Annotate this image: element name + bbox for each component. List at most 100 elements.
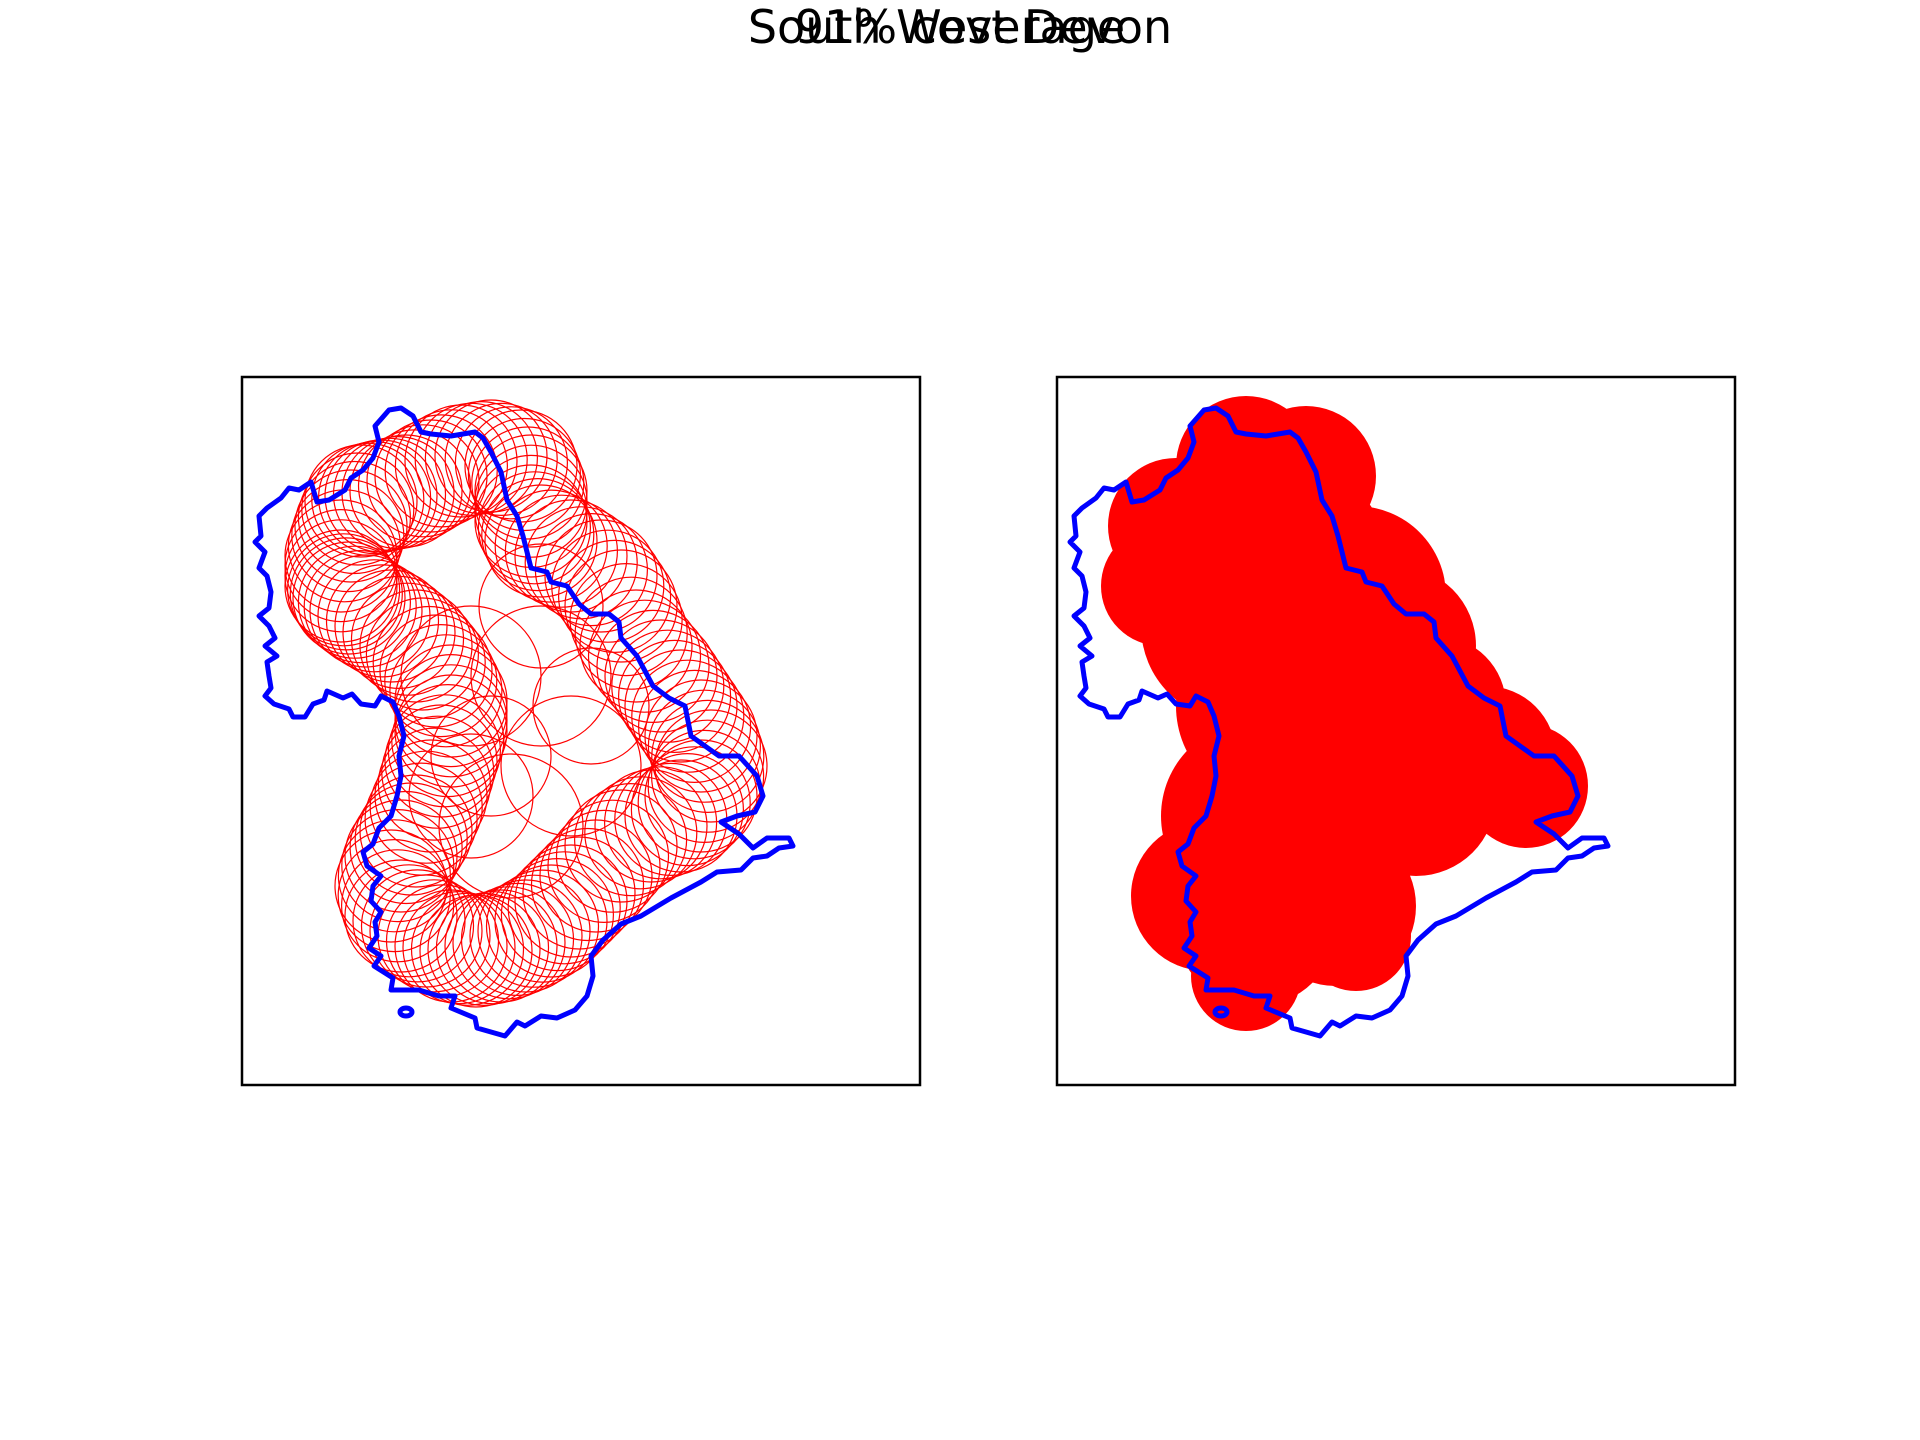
- coverage-circle: [484, 484, 598, 598]
- coverage-circle: [474, 434, 588, 548]
- coverage-circle: [584, 776, 698, 890]
- coverage-circle: [364, 762, 478, 876]
- coverage-circle: [384, 624, 498, 738]
- coverage-circle: [427, 892, 541, 1007]
- coverage-circle: [596, 609, 710, 723]
- coverage-circle: [292, 541, 406, 655]
- coverage-circle: [474, 464, 588, 578]
- coverage-circle: [507, 851, 621, 965]
- coverage-circle: [651, 699, 765, 813]
- coverage-circle: [444, 889, 558, 1003]
- coverage-circle: [384, 704, 498, 818]
- coverage-circle: [444, 402, 558, 517]
- coverage-circle: [402, 890, 516, 1005]
- coverage-circle: [564, 549, 678, 663]
- coverage-circle: [637, 746, 751, 860]
- coverage-circle: [286, 533, 401, 647]
- coverage-circle: [337, 838, 451, 953]
- coverage-subtitle: 91% coverage: [794, 0, 1126, 54]
- coverage-circle: [384, 414, 498, 528]
- coverage-circle: [289, 537, 403, 651]
- coverage-circle: [303, 550, 417, 664]
- coverage-circle: [474, 444, 588, 558]
- coverage-circle: [284, 519, 398, 633]
- coverage-circle: [297, 545, 412, 659]
- coverage-circle: [478, 543, 604, 669]
- coverage-circle: [435, 891, 550, 1005]
- coverage-circle: [454, 406, 568, 520]
- coverage-circle: [349, 434, 463, 548]
- coverage-circle: [294, 469, 408, 583]
- constituency-boundary: [252, 405, 796, 1039]
- circles-outline-map-panel: [240, 375, 922, 1087]
- coverage-circle: [630, 753, 744, 867]
- coverage-circle: [325, 564, 440, 678]
- coverage-filled-map-panel: [1055, 375, 1737, 1087]
- coverage-circle: [611, 629, 725, 743]
- coverage-circle: [477, 471, 591, 585]
- coverage-circle: [579, 589, 693, 703]
- coverage-circle: [334, 569, 448, 683]
- coverage-circle: [284, 509, 398, 623]
- coverage-circle: [587, 599, 702, 713]
- coverage-circle: [564, 789, 678, 903]
- coverage-circles-group: [284, 399, 768, 1008]
- coverage-circle: [430, 695, 552, 817]
- coverage-circle: [389, 634, 503, 748]
- coverage-circle: [504, 494, 618, 608]
- coverage-circle: [438, 753, 584, 899]
- coverage-circle: [344, 859, 458, 973]
- coverage-circle: [530, 827, 645, 942]
- coverage-circle: [304, 444, 418, 558]
- coverage-fill-circle: [1266, 776, 1406, 916]
- coverage-circle: [341, 809, 455, 923]
- coverage-circle: [369, 750, 483, 864]
- coverage-circle: [569, 563, 683, 677]
- coverage-circle: [419, 894, 533, 1008]
- coverage-circle: [647, 689, 761, 803]
- coverage-circle: [644, 679, 758, 793]
- constituency-boundary: [1067, 405, 1611, 1039]
- coverage-circle: [481, 478, 595, 592]
- coverage-circle: [341, 849, 455, 963]
- coverage-circle: [470, 605, 612, 747]
- coverage-circle: [631, 659, 745, 773]
- coverage-circle: [360, 869, 475, 983]
- coverage-circle: [342, 575, 456, 689]
- coverage-circle: [309, 554, 423, 668]
- coverage-circle: [359, 589, 473, 703]
- coverage-circle: [387, 694, 501, 808]
- coverage-circle: [374, 739, 488, 853]
- island-boundary: [397, 1005, 415, 1019]
- coverage-circle: [352, 864, 466, 978]
- coverage-circle: [594, 769, 708, 883]
- coverage-circle: [522, 836, 636, 950]
- coverage-fill-circle: [1301, 881, 1411, 991]
- coverage-circle: [547, 809, 661, 923]
- coverage-circle: [551, 529, 665, 643]
- coverage-circle: [394, 644, 508, 758]
- figure-title: South West Devon: [747, 0, 1173, 54]
- coverage-area: [1101, 396, 1588, 1031]
- coverage-circle: [365, 597, 479, 711]
- coverage-circle: [604, 766, 718, 880]
- coverage-circle: [317, 559, 431, 673]
- coverage-circle: [284, 529, 398, 643]
- coverage-circle: [604, 619, 718, 733]
- coverage-circle: [624, 649, 738, 763]
- coverage-circle: [485, 869, 600, 983]
- coverage-circle: [544, 519, 658, 633]
- coverage-circle: [555, 799, 670, 913]
- coverage-circle: [408, 733, 534, 859]
- coverage-circle: [574, 783, 688, 897]
- coverage-circle: [452, 886, 566, 1000]
- coverage-circle: [434, 399, 548, 513]
- coverage-circle: [377, 727, 491, 841]
- coverage-circle: [477, 874, 591, 988]
- map-frame: [240, 375, 922, 1087]
- coverage-circle: [532, 647, 650, 765]
- coverage-circle: [394, 664, 508, 778]
- coverage-circle: [651, 719, 765, 833]
- coverage-circle: [500, 695, 642, 837]
- coverage-fill-circle: [1191, 921, 1301, 1031]
